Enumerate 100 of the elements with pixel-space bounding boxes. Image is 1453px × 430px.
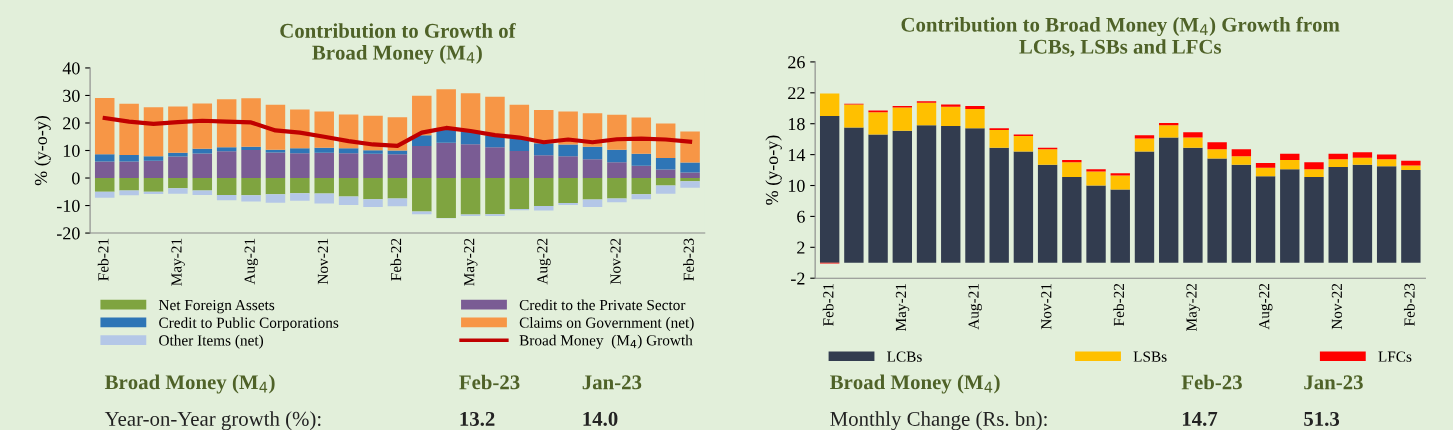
- bar: [1183, 147, 1203, 263]
- bar: [338, 196, 359, 205]
- bar: [965, 109, 985, 129]
- bar: [485, 178, 505, 215]
- bar: [265, 194, 286, 203]
- bar: [607, 162, 627, 179]
- bar: [192, 103, 213, 149]
- bar: [338, 148, 359, 154]
- bar: [314, 147, 334, 153]
- bar: [1401, 165, 1421, 171]
- bar: [1013, 136, 1034, 152]
- text: Broad Money (M$_{4}$): [830, 374, 1000, 394]
- legend-label: Other Items (net): [159, 334, 264, 349]
- bar: [1062, 162, 1082, 178]
- bar: [1304, 177, 1324, 263]
- bar: [1037, 164, 1058, 263]
- bar: [363, 150, 383, 154]
- bar: [868, 134, 888, 263]
- y-tick-label: 10: [788, 179, 805, 192]
- bar: [241, 98, 261, 147]
- y-tick-label: 6: [797, 210, 805, 223]
- y-tick-label: -2: [791, 272, 805, 285]
- bar: [94, 97, 115, 155]
- chart-title: Contribution to Growth of Broad Money (M$_{4}$): [280, 23, 516, 64]
- bar: [941, 126, 961, 263]
- bar: [1328, 153, 1348, 160]
- bar: [1231, 149, 1252, 157]
- bar: [241, 149, 261, 179]
- bar: [192, 178, 213, 191]
- bar: [989, 147, 1009, 263]
- bar: [1159, 125, 1179, 138]
- legend-label: Broad Money (M$_{4}$) Growth: [519, 334, 693, 349]
- bar: [1280, 169, 1300, 263]
- bar: [533, 155, 554, 179]
- x-tick-label: Feb-23: [1403, 283, 1415, 326]
- bar: [509, 151, 530, 179]
- bar: [680, 181, 700, 188]
- bar: [290, 153, 310, 179]
- bar: [965, 128, 985, 263]
- bar: [631, 178, 652, 195]
- line-series: [102, 115, 693, 148]
- bar: [607, 178, 627, 199]
- bar: [916, 102, 937, 126]
- bar: [1280, 153, 1300, 161]
- bar: [436, 178, 456, 218]
- bar: [143, 178, 164, 192]
- bar: [290, 178, 310, 194]
- y-tick-label: 20: [63, 117, 80, 130]
- bar: [216, 147, 237, 152]
- text: Jan-23: [582, 375, 642, 390]
- bar: [892, 107, 912, 131]
- text: Broad Money (M$_{4}$): [104, 374, 275, 394]
- bar: [216, 151, 237, 179]
- y-tick-label: 40: [62, 62, 80, 75]
- bar: [241, 146, 261, 150]
- bar: [1352, 164, 1373, 263]
- bar: [338, 153, 359, 179]
- bar: [1304, 162, 1324, 170]
- bar: [631, 165, 652, 179]
- bar: [582, 159, 603, 179]
- bar: [655, 178, 676, 186]
- text: Feb-23: [1181, 374, 1242, 390]
- bar: [314, 152, 334, 179]
- bar: [916, 125, 937, 263]
- x-tick-label: Aug-21: [968, 283, 982, 330]
- bar: [241, 195, 261, 202]
- bar: [558, 178, 578, 204]
- bar: [363, 199, 383, 207]
- bar: [314, 178, 334, 194]
- bar: [1086, 169, 1106, 172]
- bar: [290, 193, 310, 201]
- x-tick-label: Aug-22: [1259, 283, 1273, 330]
- y-tick-label: 10: [63, 144, 80, 157]
- text: Year-on-Year growth (%):: [104, 411, 321, 430]
- bar: [168, 156, 188, 179]
- bar: [1086, 171, 1106, 186]
- bar: [168, 106, 188, 153]
- bar: [412, 146, 432, 179]
- bar: [192, 153, 213, 179]
- bar: [1086, 185, 1106, 263]
- bar: [941, 104, 961, 107]
- x-tick-label: Nov-21: [1041, 283, 1052, 330]
- x-tick-label: May-21: [171, 238, 185, 286]
- x-tick-label: Feb-23: [683, 238, 694, 281]
- bar: [460, 178, 481, 215]
- bar: [1110, 175, 1130, 190]
- bar: [94, 191, 115, 198]
- y-tick-label: 0: [72, 172, 80, 185]
- bar: [460, 144, 481, 179]
- bar: [1255, 167, 1276, 177]
- bar: [412, 95, 432, 136]
- legend-label: Credit to Public Corporations: [159, 317, 339, 331]
- y-tick-label: 18: [788, 117, 805, 131]
- x-tick-label: Aug-21: [244, 238, 258, 285]
- bar: [1401, 170, 1421, 263]
- bar: [892, 130, 912, 263]
- bar: [989, 129, 1009, 148]
- bar: [485, 147, 505, 179]
- bar: [241, 178, 261, 196]
- legend-label: LFCs: [1378, 351, 1412, 362]
